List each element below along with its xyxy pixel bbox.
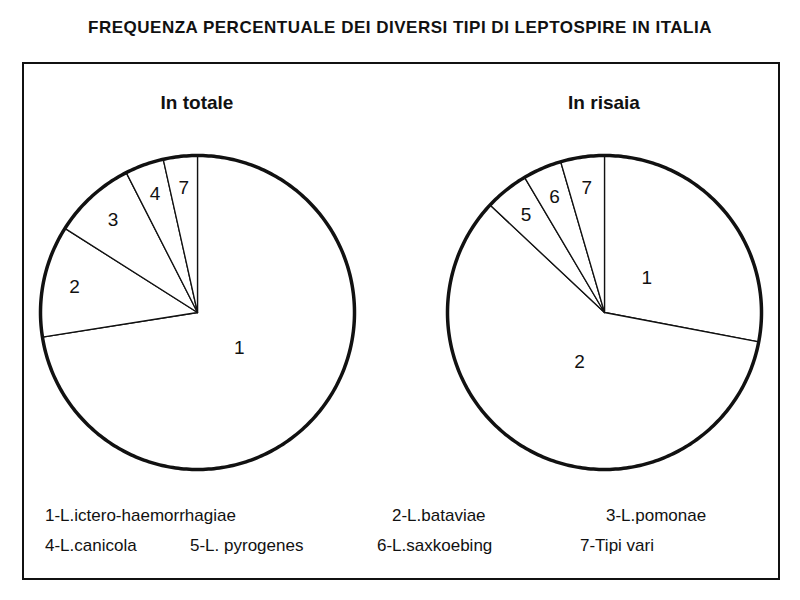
- html-text:1-L.ictero-haemorrhagiae: 1-L.ictero-haemorrhagiae: [45, 506, 236, 525]
- svg-text:1: 1: [642, 267, 653, 288]
- svg-text:1: 1: [234, 337, 245, 358]
- html-text:6-L.saxkoebing: 6-L.saxkoebing: [377, 536, 493, 555]
- svg-text:7: 7: [582, 177, 593, 198]
- html-text:3-L.pomonae: 3-L.pomonae: [606, 506, 707, 525]
- html-text:5-L. pyrogenes: 5-L. pyrogenes: [190, 536, 304, 555]
- html-text:In totale: In totale: [160, 92, 234, 113]
- svg-text:3: 3: [108, 209, 119, 230]
- html-text:In risaia: In risaia: [568, 92, 640, 113]
- html-text:4-L.canicola: 4-L.canicola: [45, 536, 137, 555]
- svg-text:5: 5: [521, 204, 532, 225]
- svg-text:2: 2: [69, 276, 80, 297]
- svg-text:2: 2: [574, 351, 585, 372]
- html-text:FREQUENZA PERCENTUALE DEI DIVE: FREQUENZA PERCENTUALE DEI DIVERSI TIPI D…: [88, 18, 712, 37]
- html-text:7-Tipi vari: 7-Tipi vari: [580, 536, 654, 555]
- svg-text:7: 7: [178, 177, 189, 198]
- svg-text:6: 6: [549, 186, 560, 207]
- svg-text:4: 4: [150, 183, 161, 204]
- html-text:2-L.bataviae: 2-L.bataviae: [392, 506, 486, 525]
